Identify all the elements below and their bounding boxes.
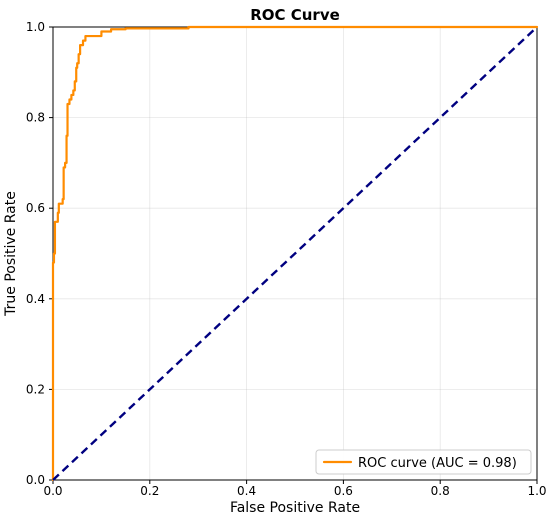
x-tick-label: 0.4 xyxy=(237,484,256,498)
x-tick-label: 0.6 xyxy=(334,484,353,498)
legend-box xyxy=(315,449,532,475)
x-tick-label: 0.0 xyxy=(43,484,62,498)
roc-curve-line xyxy=(51,25,539,482)
x-tick-label: 0.2 xyxy=(140,484,159,498)
y-tick-label: 0.6 xyxy=(26,201,45,215)
y-tick-label: 0.4 xyxy=(26,292,45,306)
y-tick-label: 1.0 xyxy=(26,20,45,34)
y-tick-label: 0.8 xyxy=(26,111,45,125)
x-axis-label: False Positive Rate xyxy=(230,500,360,516)
y-tick-label: 0.2 xyxy=(26,382,45,396)
legend-label-roc: ROC curve (AUC = 0.98) xyxy=(358,456,517,471)
chart-title: ROC Curve xyxy=(250,6,340,24)
y-tick-label: 0.0 xyxy=(26,473,45,487)
x-tick-label: 1.0 xyxy=(527,484,546,498)
y-axis-label: True Positive Rate xyxy=(3,191,19,317)
chance-diagonal-line xyxy=(52,26,538,481)
x-tick-label: 0.8 xyxy=(431,484,450,498)
